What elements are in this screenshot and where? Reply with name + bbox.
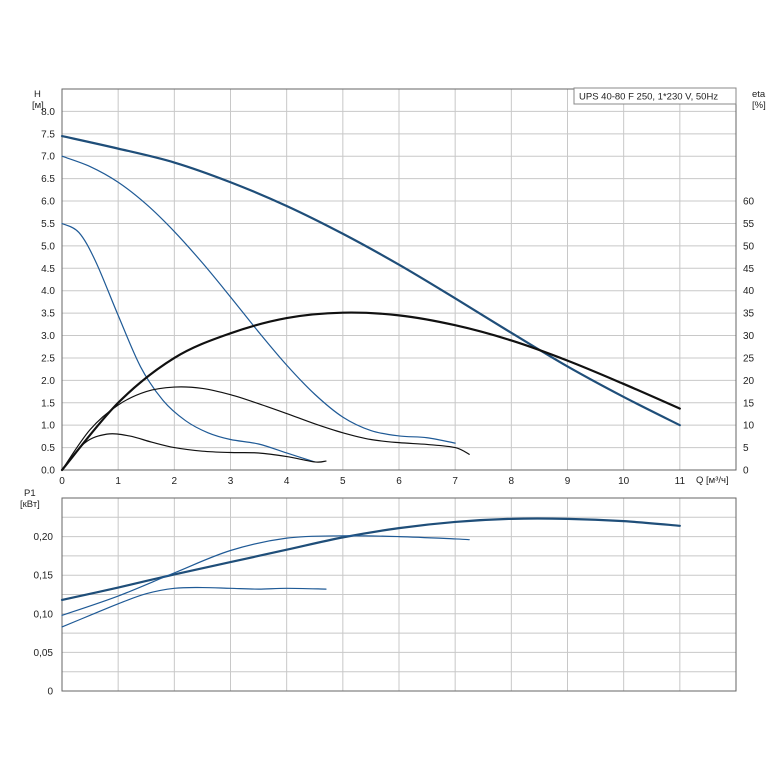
eta-tick-label: 45 [743,264,755,275]
p1-axis-label: P1 [24,488,36,499]
x-tick-label: 2 [172,476,178,487]
x-tick-label: 11 [675,476,686,487]
h-tick-label: 2.5 [41,353,55,364]
power-curve-3 [61,586,327,628]
legend-box [573,87,737,105]
head-curve-1 [60,134,681,427]
eta-tick-label: 20 [743,376,755,387]
x-tick-label: 9 [565,476,571,487]
eta-tick-label: 55 [743,219,755,230]
x-tick-label: 10 [618,476,630,487]
eta-tick-label: 35 [743,309,755,320]
h-axis-unit: [м] [32,100,44,111]
eta-tick-label: 25 [743,353,755,364]
h-tick-label: 4.0 [41,286,55,297]
eta-axis-unit: [%] [752,100,766,111]
x-tick-label: 8 [509,476,515,487]
eta-tick-label: 0 [743,466,749,477]
head-chart-grid [62,88,737,470]
h-tick-label: 7.5 [41,129,55,140]
power-curve-2 [61,535,470,616]
eta-axis-label: eta [752,89,766,100]
eta-tick-label: 30 [743,331,755,342]
head-chart-ticks: 0 1 2 3 4 5 6 7 8 9 10 110.00.51.01.52.02.53.03.54.… [41,107,754,487]
h-tick-label: 1.5 [41,398,55,409]
power-chart-grid [62,498,736,691]
eta-tick-label: 10 [743,421,755,432]
h-tick-label: 2.0 [41,376,55,387]
x-tick-label: 5 [340,476,346,487]
head-chart-series [60,134,681,472]
x-tick-label: 4 [284,476,290,487]
h-tick-label: 8.0 [41,107,55,118]
h-tick-label: 0.0 [41,466,55,477]
eta-tick-label: 5 [743,443,749,454]
x-tick-label: 6 [396,476,402,487]
h-tick-label: 3.0 [41,331,55,342]
q-axis-label: Q [м³/ч] [696,475,729,486]
eta-tick-label: 40 [743,286,755,297]
h-tick-label: 5.5 [41,219,55,230]
legend-text: UPS 40-80 F 250, 1*230 V, 50Hz [579,92,718,103]
efficiency-curve-6 [61,433,327,471]
h-tick-label: 6.5 [41,174,55,185]
head-curve-2 [61,155,456,444]
h-tick-label: 4.5 [41,264,55,275]
h-axis-label: H [34,89,41,100]
x-tick-label: 1 [115,476,121,487]
power-chart-frame [61,497,737,692]
head-curve-3 [61,222,316,463]
efficiency-curve-4 [60,311,681,472]
eta-tick-label: 50 [743,241,755,252]
h-tick-label: 5.0 [41,241,55,252]
h-tick-label: 6.0 [41,197,55,208]
x-tick-label: 3 [228,476,234,487]
p1-tick-label: 0,10 [34,609,54,620]
p1-tick-label: 0,15 [34,571,54,582]
h-tick-label: 1.0 [41,421,55,432]
x-tick-label: 0 [59,476,65,487]
h-tick-label: 0.5 [41,443,55,454]
eta-tick-label: 15 [743,398,755,409]
eta-tick-label: 60 [743,197,755,208]
power-chart-series [60,517,681,628]
p1-axis-unit: [кВт] [20,499,40,510]
efficiency-curve-5 [61,386,470,471]
power-curve-1 [60,517,681,601]
power-chart-ticks: 0 0,05 0,10 0,15 0,20 [34,532,54,697]
h-tick-label: 7.0 [41,152,55,163]
h-tick-label: 3.5 [41,309,55,320]
p1-tick-label: 0,20 [34,532,54,543]
head-chart-frame [61,88,737,471]
p1-tick-label: 0,05 [34,648,54,659]
x-tick-label: 7 [452,476,458,487]
p1-tick-label: 0 [47,687,53,698]
